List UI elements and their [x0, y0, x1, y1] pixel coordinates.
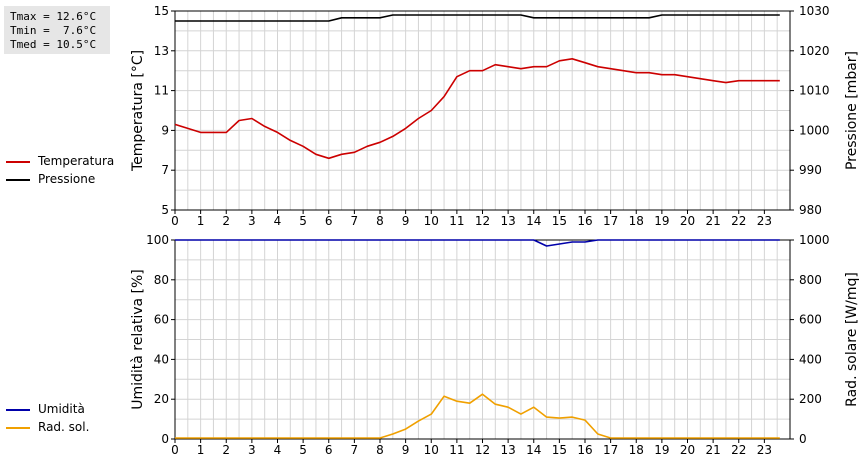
y-right-tick-label: 200: [799, 392, 822, 406]
x-tick-label: 0: [171, 443, 179, 457]
stats-box: Tmax = 12.6°C Tmin = 7.6°C Tmed = 10.5°C: [4, 6, 110, 54]
series-line-pressione: [175, 14, 780, 22]
x-tick-label: 11: [449, 443, 464, 457]
x-tick-label: 18: [629, 443, 644, 457]
x-tick-label: 5: [299, 214, 307, 228]
x-tick-label: 1: [197, 214, 205, 228]
x-tick-label: 16: [577, 214, 592, 228]
x-tick-label: 17: [603, 443, 618, 457]
x-tick-label: 7: [351, 214, 359, 228]
y-left-tick-label: 9: [161, 123, 169, 137]
y-left-tick-label: 100: [146, 233, 169, 247]
x-tick-label: 12: [475, 443, 490, 457]
y-left-tick-label: 80: [154, 273, 169, 287]
tmed-stat: Tmed = 10.5°C: [10, 38, 97, 51]
x-tick-label: 21: [705, 214, 720, 228]
x-tick-label: 14: [526, 443, 541, 457]
y-right-tick-label: 400: [799, 352, 822, 366]
series-line-umidit-: [175, 239, 780, 247]
x-tick-label: 13: [500, 443, 515, 457]
x-tick-label: 4: [274, 214, 282, 228]
x-tick-label: 22: [731, 214, 746, 228]
x-tick-label: 20: [680, 443, 695, 457]
x-tick-label: 13: [500, 214, 515, 228]
legend-swatch: [6, 179, 30, 181]
y-left-tick-label: 40: [154, 352, 169, 366]
y-left-tick-label: 0: [161, 432, 169, 446]
y-left-tick-label: 20: [154, 392, 169, 406]
x-tick-label: 9: [402, 214, 410, 228]
chart-panel-1: 0 1 2 3 4 5 6 7 8 9 10 11 12 13 14 15 16 17 18 19 20 21 22 2357…: [130, 4, 860, 228]
x-tick-label: 19: [654, 214, 669, 228]
chart-panel-2: 0 1 2 3 4 5 6 7 8 9 10 11 12 13 14 15 16 17 18 19 20 21 22 2302…: [130, 233, 860, 457]
x-tick-label: 14: [526, 214, 541, 228]
x-tick-label: 17: [603, 214, 618, 228]
y-left-tick-label: 15: [154, 4, 169, 18]
x-tick-label: 15: [552, 443, 567, 457]
x-tick-label: 10: [424, 443, 439, 457]
y-right-tick-label: 800: [799, 273, 822, 287]
x-tick-label: 15: [552, 214, 567, 228]
x-tick-label: 16: [577, 443, 592, 457]
y-right-tick-label: 1000: [799, 123, 830, 137]
y-left-tick-label: 7: [161, 163, 169, 177]
y-right-axis-label: Pressione [mbar]: [844, 51, 860, 170]
tmax-stat: Tmax = 12.6°C: [10, 10, 97, 23]
x-tick-label: 10: [424, 214, 439, 228]
x-tick-label: 8: [376, 214, 384, 228]
y-left-tick-label: 13: [154, 44, 169, 58]
y-right-tick-label: 1030: [799, 4, 830, 18]
y-right-tick-label: 600: [799, 313, 822, 327]
y-right-tick-label: 1000: [799, 233, 830, 247]
x-tick-label: 0: [171, 214, 179, 228]
series-line-rad-sol-: [175, 393, 780, 439]
y-right-tick-label: 1020: [799, 44, 830, 58]
y-right-tick-label: 990: [799, 163, 822, 177]
x-tick-label: 21: [705, 443, 720, 457]
x-tick-label: 23: [757, 214, 772, 228]
x-tick-label: 2: [222, 443, 230, 457]
y-left-axis-label: Umidità relativa [%]: [130, 269, 146, 410]
x-tick-label: 3: [248, 214, 256, 228]
x-tick-label: 11: [449, 214, 464, 228]
x-tick-label: 8: [376, 443, 384, 457]
x-tick-label: 6: [325, 214, 333, 228]
x-tick-label: 5: [299, 443, 307, 457]
x-tick-label: 6: [325, 443, 333, 457]
x-tick-label: 2: [222, 214, 230, 228]
x-tick-label: 3: [248, 443, 256, 457]
legend-swatch: [6, 409, 30, 411]
x-tick-label: 22: [731, 443, 746, 457]
y-left-axis-label: Temperatura [°C]: [130, 50, 146, 172]
y-right-tick-label: 0: [799, 432, 807, 446]
legend-label: Rad. sol.: [38, 420, 90, 434]
x-tick-label: 19: [654, 443, 669, 457]
x-tick-label: 20: [680, 214, 695, 228]
legend-swatch: [6, 161, 30, 163]
x-tick-label: 18: [629, 214, 644, 228]
y-left-tick-label: 60: [154, 313, 169, 327]
legend-label: Pressione: [38, 172, 96, 186]
y-right-tick-label: 980: [799, 203, 822, 217]
legend-swatch: [6, 427, 30, 429]
x-tick-label: 9: [402, 443, 410, 457]
y-left-tick-label: 5: [161, 203, 169, 217]
x-tick-label: 12: [475, 214, 490, 228]
x-tick-label: 7: [351, 443, 359, 457]
tmin-stat: Tmin = 7.6°C: [10, 24, 97, 37]
legend-label: Temperatura: [38, 154, 115, 168]
x-tick-label: 23: [757, 443, 772, 457]
x-tick-label: 4: [274, 443, 282, 457]
x-tick-label: 1: [197, 443, 205, 457]
y-right-tick-label: 1010: [799, 84, 830, 98]
y-right-axis-label: Rad. solare [W/mq]: [844, 272, 860, 407]
y-left-tick-label: 11: [154, 84, 169, 98]
series-line-temperatura: [174, 57, 780, 160]
legend-label: Umidità: [38, 402, 85, 416]
